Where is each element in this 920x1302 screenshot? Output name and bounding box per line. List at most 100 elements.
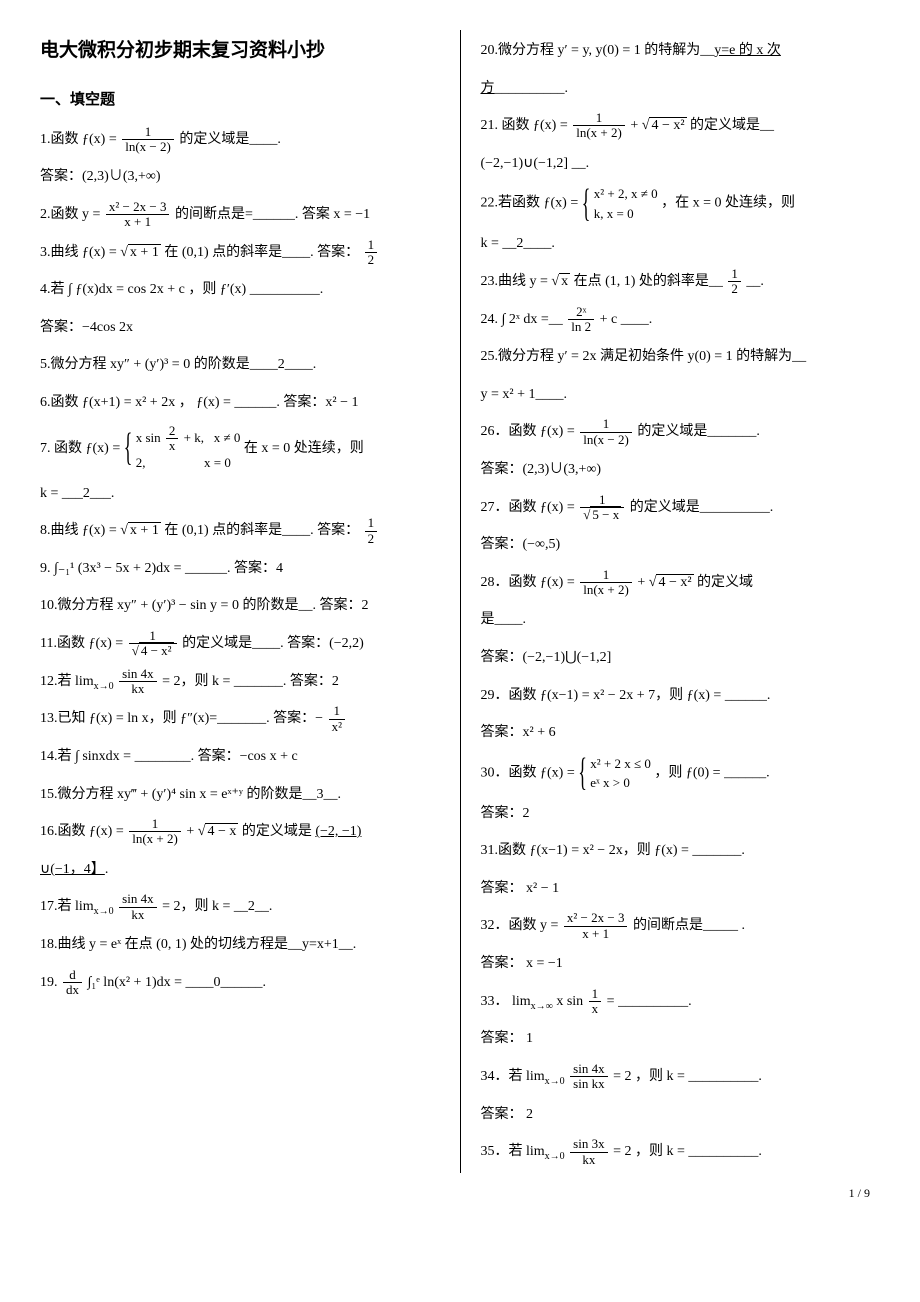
q28: 28．函数 ƒ(x) = 1ln(x + 2) + √4 − x² 的定义域 bbox=[481, 566, 881, 600]
a32: 答案： x = −1 bbox=[481, 947, 881, 981]
frac: 1ln(x + 2) bbox=[573, 111, 625, 141]
frac: 1√4 − x² bbox=[129, 629, 177, 659]
q17b: = 2，则 k = __2__. bbox=[162, 899, 272, 914]
frac: x² − 2x − 3x + 1 bbox=[106, 200, 170, 230]
q3b: 在 (0,1) 点的斜率是____. 答案： bbox=[164, 245, 359, 260]
q29: 29．函数 ƒ(x−1) = x² − 2x + 7，则 ƒ(x) = ____… bbox=[481, 679, 881, 713]
q32b: 的间断点是_____ . bbox=[633, 918, 745, 933]
frac: ddx bbox=[63, 968, 82, 998]
q21c: (−2,−1)∪(−1,2] __. bbox=[481, 147, 881, 181]
q11b: 的定义域是____. 答案：(−2,2) bbox=[182, 636, 364, 651]
q6: 6.函数 ƒ(x+1) = x² + 2x ， ƒ(x) = ______. 答… bbox=[40, 386, 440, 420]
q27: 27．函数 ƒ(x) = 1√5 − x 的定义域是__________. bbox=[481, 491, 881, 525]
q24b: + c ____. bbox=[600, 312, 653, 327]
q35b: ，则 k = __________. bbox=[635, 1144, 762, 1159]
q20a: 20.微分方程 y′ = y, y(0) = 1 的特解为__ bbox=[481, 43, 715, 58]
q32: 32．函数 y = x² − 2x − 3x + 1 的间断点是_____ . bbox=[481, 909, 881, 943]
q26a: 26．函数 bbox=[481, 424, 541, 439]
q22b: ，在 x = 0 处连续，则 bbox=[661, 196, 795, 211]
frac: sin 4xkx bbox=[119, 892, 156, 922]
q12: 12.若 limx→0 sin 4xkx = 2，则 k = _______. … bbox=[40, 665, 440, 699]
frac: 1x² bbox=[329, 704, 345, 734]
q1: 1.函数 ƒ(x) = 1ln(x − 2) 的定义域是____. bbox=[40, 123, 440, 157]
q30: 30．函数 ƒ(x) = x² + 2 x ≤ 0 eˣ x > 0 ，则 ƒ(… bbox=[481, 754, 881, 793]
q14: 14.若 ∫ sinxdx = ________. 答案：−cos x + c bbox=[40, 740, 440, 774]
q9: 9. ∫₋₁¹ (3x³ − 5x + 2)dx = ______. 答案：4 bbox=[40, 552, 440, 586]
q35a: 35．若 bbox=[481, 1144, 527, 1159]
q26b: 的定义域是_______. bbox=[637, 424, 760, 439]
q1-text: 1.函数 ƒ(x) = bbox=[40, 132, 120, 147]
frac: 2ˣln 2 bbox=[568, 305, 594, 335]
q31: 31.函数 ƒ(x−1) = x² − 2x，则 ƒ(x) = _______. bbox=[481, 834, 881, 868]
bl: x² + 2 x ≤ 0 bbox=[590, 754, 651, 774]
brace: x² + 2 x ≤ 0 eˣ x > 0 bbox=[578, 754, 651, 793]
a26: 答案：(2,3)∪(3,+∞) bbox=[481, 453, 881, 487]
section-title: 一、填空题 bbox=[40, 84, 440, 117]
brace: x sin 2x + k, x ≠ 0 2, x = 0 bbox=[124, 424, 241, 473]
q23: 23.曲线 y = √x 在点 (1, 1) 处的斜率是__ 12 __. bbox=[481, 265, 881, 299]
frac: 1ln(x + 2) bbox=[129, 817, 181, 847]
frac: 12 bbox=[728, 267, 741, 297]
page: 电大微积分初步期末复习资料小抄 一、填空题 1.函数 ƒ(x) = 1ln(x … bbox=[0, 0, 920, 1193]
q8b: 在 (0,1) 点的斜率是____. 答案： bbox=[164, 523, 359, 538]
q4: 4.若 ∫ ƒ(x)dx = cos 2x + c ，则 ƒ′(x) _____… bbox=[40, 273, 440, 307]
q13: 13.已知 ƒ(x) = ln x，则 ƒ″(x)=_______. 答案：− … bbox=[40, 702, 440, 736]
q16c: (−2, −1) bbox=[315, 824, 361, 839]
q33a: 33． bbox=[481, 994, 509, 1009]
a33: 答案： 1 bbox=[481, 1022, 881, 1056]
q30b: ，则 ƒ(0) = ______. bbox=[654, 765, 769, 780]
q17: 17.若 limx→0 sin 4xkx = 2，则 k = __2__. bbox=[40, 890, 440, 924]
q8: 8.曲线 ƒ(x) = √x + 1 在 (0,1) 点的斜率是____. 答案… bbox=[40, 514, 440, 548]
q34a: 34．若 bbox=[481, 1069, 527, 1084]
frac: 12 bbox=[365, 238, 378, 268]
q20d: __________. bbox=[495, 81, 569, 96]
doc-title: 电大微积分初步期末复习资料小抄 bbox=[40, 30, 440, 72]
a34: 答案： 2 bbox=[481, 1098, 881, 1132]
frac: 1x bbox=[589, 987, 602, 1017]
a4: 答案：−4cos 2x bbox=[40, 311, 440, 345]
q20l2: 方__________. bbox=[481, 72, 881, 106]
q28c: 是____. bbox=[481, 603, 881, 637]
q18: 18.曲线 y = eˣ 在点 (0, 1) 处的切线方程是__y=x+1__. bbox=[40, 928, 440, 962]
q3a: 3.曲线 ƒ(x) = bbox=[40, 245, 120, 260]
q16a: 16.函数 ƒ(x) = bbox=[40, 824, 127, 839]
q2-end: 的间断点是=______. 答案 x = −1 bbox=[175, 207, 370, 222]
q27b: 的定义域是__________. bbox=[630, 500, 774, 515]
q19b: ∫₁ᵉ ln(x² + 1)dx = ____0______. bbox=[88, 975, 267, 990]
frac: 1ln(x − 2) bbox=[580, 417, 632, 447]
q30a: 30．函数 bbox=[481, 765, 541, 780]
q12a: 12.若 bbox=[40, 674, 75, 689]
q2-text: 2.函数 y = bbox=[40, 207, 104, 222]
q25b: y = x² + 1____. bbox=[481, 378, 881, 412]
q33b: __________. bbox=[618, 994, 692, 1009]
q24a: 24. ∫ 2ˣ dx =__ bbox=[481, 312, 563, 327]
q32a: 32．函数 bbox=[481, 918, 541, 933]
q3: 3.曲线 ƒ(x) = √x + 1 在 (0,1) 点的斜率是____. 答案… bbox=[40, 236, 440, 270]
frac: 1ln(x − 2) bbox=[122, 125, 174, 155]
frac: x² − 2x − 3x + 1 bbox=[564, 911, 628, 941]
q34: 34．若 limx→0 sin 4xsin kx = 2 ，则 k = ____… bbox=[481, 1060, 881, 1094]
q22c: k = __2____. bbox=[481, 227, 881, 261]
frac: sin 3xkx bbox=[570, 1137, 607, 1167]
q23c: __. bbox=[746, 274, 764, 289]
q15: 15.微分方程 xy‴ + (y′)⁴ sin x = eˣ⁺ʸ 的阶数是__3… bbox=[40, 778, 440, 812]
q24: 24. ∫ 2ˣ dx =__ 2ˣln 2 + c ____. bbox=[481, 303, 881, 337]
left-column: 电大微积分初步期末复习资料小抄 一、填空题 1.函数 ƒ(x) = 1ln(x … bbox=[40, 30, 461, 1173]
q35: 35．若 limx→0 sin 3xkx = 2 ，则 k = ________… bbox=[481, 1135, 881, 1169]
q21b: 的定义域是__ bbox=[690, 118, 774, 133]
page-number: 1 / 9 bbox=[849, 1186, 870, 1201]
a30: 答案：2 bbox=[481, 797, 881, 831]
brace: x² + 2, x ≠ 0 k, x = 0 bbox=[582, 184, 658, 223]
bl: x² + 2, x ≠ 0 bbox=[594, 184, 658, 204]
q5: 5.微分方程 xy″ + (y′)³ = 0 的阶数是____2____. bbox=[40, 348, 440, 382]
brace-line: 2, x = 0 bbox=[136, 453, 241, 473]
a28: 答案：(−2,−1)⋃(−1,2] bbox=[481, 641, 881, 675]
q26: 26．函数 ƒ(x) = 1ln(x − 2) 的定义域是_______. bbox=[481, 415, 881, 449]
a31: 答案： x² − 1 bbox=[481, 872, 881, 906]
q1-end: 的定义域是____. bbox=[179, 132, 281, 147]
q23a: 23.曲线 y = bbox=[481, 274, 552, 289]
q7c: k = ___2___. bbox=[40, 477, 440, 511]
q10: 10.微分方程 xy″ + (y′)³ − sin y = 0 的阶数是__. … bbox=[40, 589, 440, 623]
frac: sin 4xsin kx bbox=[570, 1062, 607, 1092]
frac: 1√5 − x bbox=[580, 493, 624, 523]
